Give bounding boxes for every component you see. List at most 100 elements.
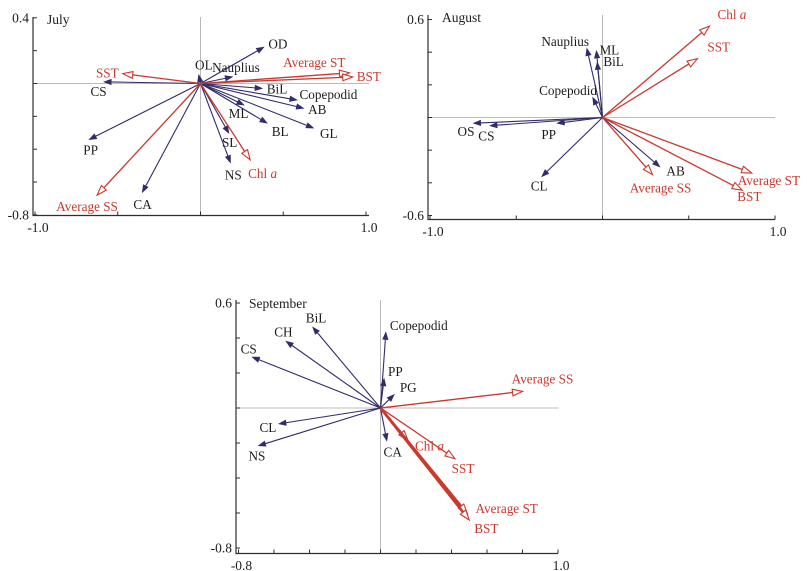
- vector-label: PP: [83, 142, 98, 157]
- arrow-cs: CS: [241, 341, 381, 409]
- arrow-ab: AB: [200, 82, 327, 117]
- vector-arrowhead: [342, 73, 355, 82]
- vector-label: Average ST: [738, 173, 800, 188]
- vector-label: BL: [272, 124, 289, 139]
- vector-label: BiL: [603, 54, 624, 69]
- y-tick-label: -0.6: [403, 208, 425, 223]
- vector-label: PP: [541, 127, 556, 142]
- vector-label: Nauplius: [212, 60, 260, 75]
- vector-label: SST: [96, 66, 119, 81]
- arrow-ns: NS: [199, 83, 242, 182]
- vector-arrowhead: [488, 122, 498, 129]
- arrow-chla: Chl a: [602, 7, 747, 118]
- vector-label: BST: [357, 69, 381, 84]
- vector-line: [602, 116, 734, 187]
- vector-line: [595, 103, 603, 118]
- vector-line: [496, 116, 603, 126]
- vector-line: [200, 76, 343, 85]
- vector-label: BST: [737, 189, 761, 204]
- vector-label: OS: [458, 124, 475, 139]
- vector-line: [200, 82, 256, 89]
- vector-arrowhead: [592, 96, 599, 106]
- vector-arrowhead: [103, 78, 112, 86]
- vector-arrowhead: [386, 393, 395, 403]
- y-tick-label: -0.8: [8, 207, 30, 222]
- vector-arrowhead: [740, 165, 754, 174]
- vector-label: Average SS: [630, 181, 692, 196]
- arrow-pp: PP: [541, 116, 603, 142]
- vector-label: Copepodid: [390, 318, 448, 333]
- vector-line: [380, 399, 390, 409]
- vector-label: PG: [400, 380, 417, 395]
- arrow-sst: SST: [602, 40, 730, 119]
- vector-label: CL: [259, 420, 276, 435]
- vector-label: CS: [90, 84, 106, 99]
- arrow-sst: SST: [380, 407, 474, 476]
- arrow-bst: BST: [379, 407, 498, 536]
- vector-label: Chl a: [717, 7, 746, 22]
- vector-line: [316, 332, 381, 409]
- vector-line: [602, 32, 703, 118]
- vector-arrowhead: [305, 122, 315, 129]
- axis-ticks: [33, 17, 367, 216]
- vector-label: Nauplius: [541, 34, 589, 49]
- x-tick-label: -1.0: [422, 224, 444, 239]
- vector-label: Average SS: [512, 371, 574, 386]
- arrow-cl: CL: [531, 117, 603, 193]
- vector-line: [602, 117, 655, 163]
- vector-line: [291, 344, 381, 409]
- vector-label: BiL: [267, 81, 288, 96]
- vector-label: Average SS: [56, 199, 118, 214]
- axis-frame: [427, 15, 775, 221]
- panel-title: August: [442, 10, 481, 25]
- vector-arrowhead: [224, 154, 231, 164]
- vector-line: [546, 117, 603, 173]
- arrow-bst: BST: [602, 116, 761, 204]
- vector-arrowhead: [472, 119, 482, 127]
- vector-arrowhead: [222, 125, 230, 135]
- vector-arrowhead: [259, 116, 268, 124]
- vector-line: [200, 82, 297, 108]
- vector-line: [379, 407, 465, 513]
- arrow-pp: PP: [379, 364, 403, 409]
- vector-label: CA: [384, 444, 403, 459]
- vector-arrowhead: [511, 388, 525, 397]
- vector-arrowhead: [240, 148, 252, 162]
- vector-arrowhead: [443, 449, 457, 460]
- vector-line: [380, 391, 513, 409]
- arrow-ns: NS: [248, 407, 381, 464]
- vector-arrowhead: [686, 57, 699, 68]
- vector-line: [379, 339, 386, 409]
- arrow-sst: SST: [96, 66, 201, 85]
- vector-line: [200, 50, 259, 84]
- vector-line: [200, 82, 308, 126]
- vector-label: OL: [195, 57, 213, 72]
- vector-label: NS: [248, 449, 265, 464]
- arrow-od: OD: [200, 36, 287, 84]
- vector-arrowhead: [141, 184, 149, 194]
- panel-title: September: [249, 296, 307, 311]
- vector-line: [564, 116, 603, 123]
- vector-label: SL: [222, 135, 237, 150]
- vector-arrowhead: [593, 49, 601, 59]
- vector-line: [258, 359, 381, 409]
- arrow-cs: CS: [478, 116, 603, 144]
- vector-arrowhead: [254, 84, 264, 91]
- vector-label: Copepodid: [299, 87, 357, 102]
- x-tick-label: 1.0: [770, 224, 787, 239]
- arrow-chla: Chl a: [199, 83, 278, 181]
- vector-line: [199, 83, 229, 157]
- y-tick-label: 0.6: [407, 12, 424, 27]
- vector-label: Copepodid: [539, 83, 597, 98]
- vector-line: [95, 83, 201, 137]
- arrow-ca: CA: [379, 407, 403, 459]
- vector-arrowhead: [380, 377, 387, 387]
- vector-arrowhead: [730, 181, 744, 191]
- vector-line: [103, 83, 201, 189]
- arrow-nauplius: Nauplius: [541, 34, 604, 118]
- y-tick-label: -0.8: [211, 541, 233, 556]
- vector-arrowhead: [312, 326, 320, 335]
